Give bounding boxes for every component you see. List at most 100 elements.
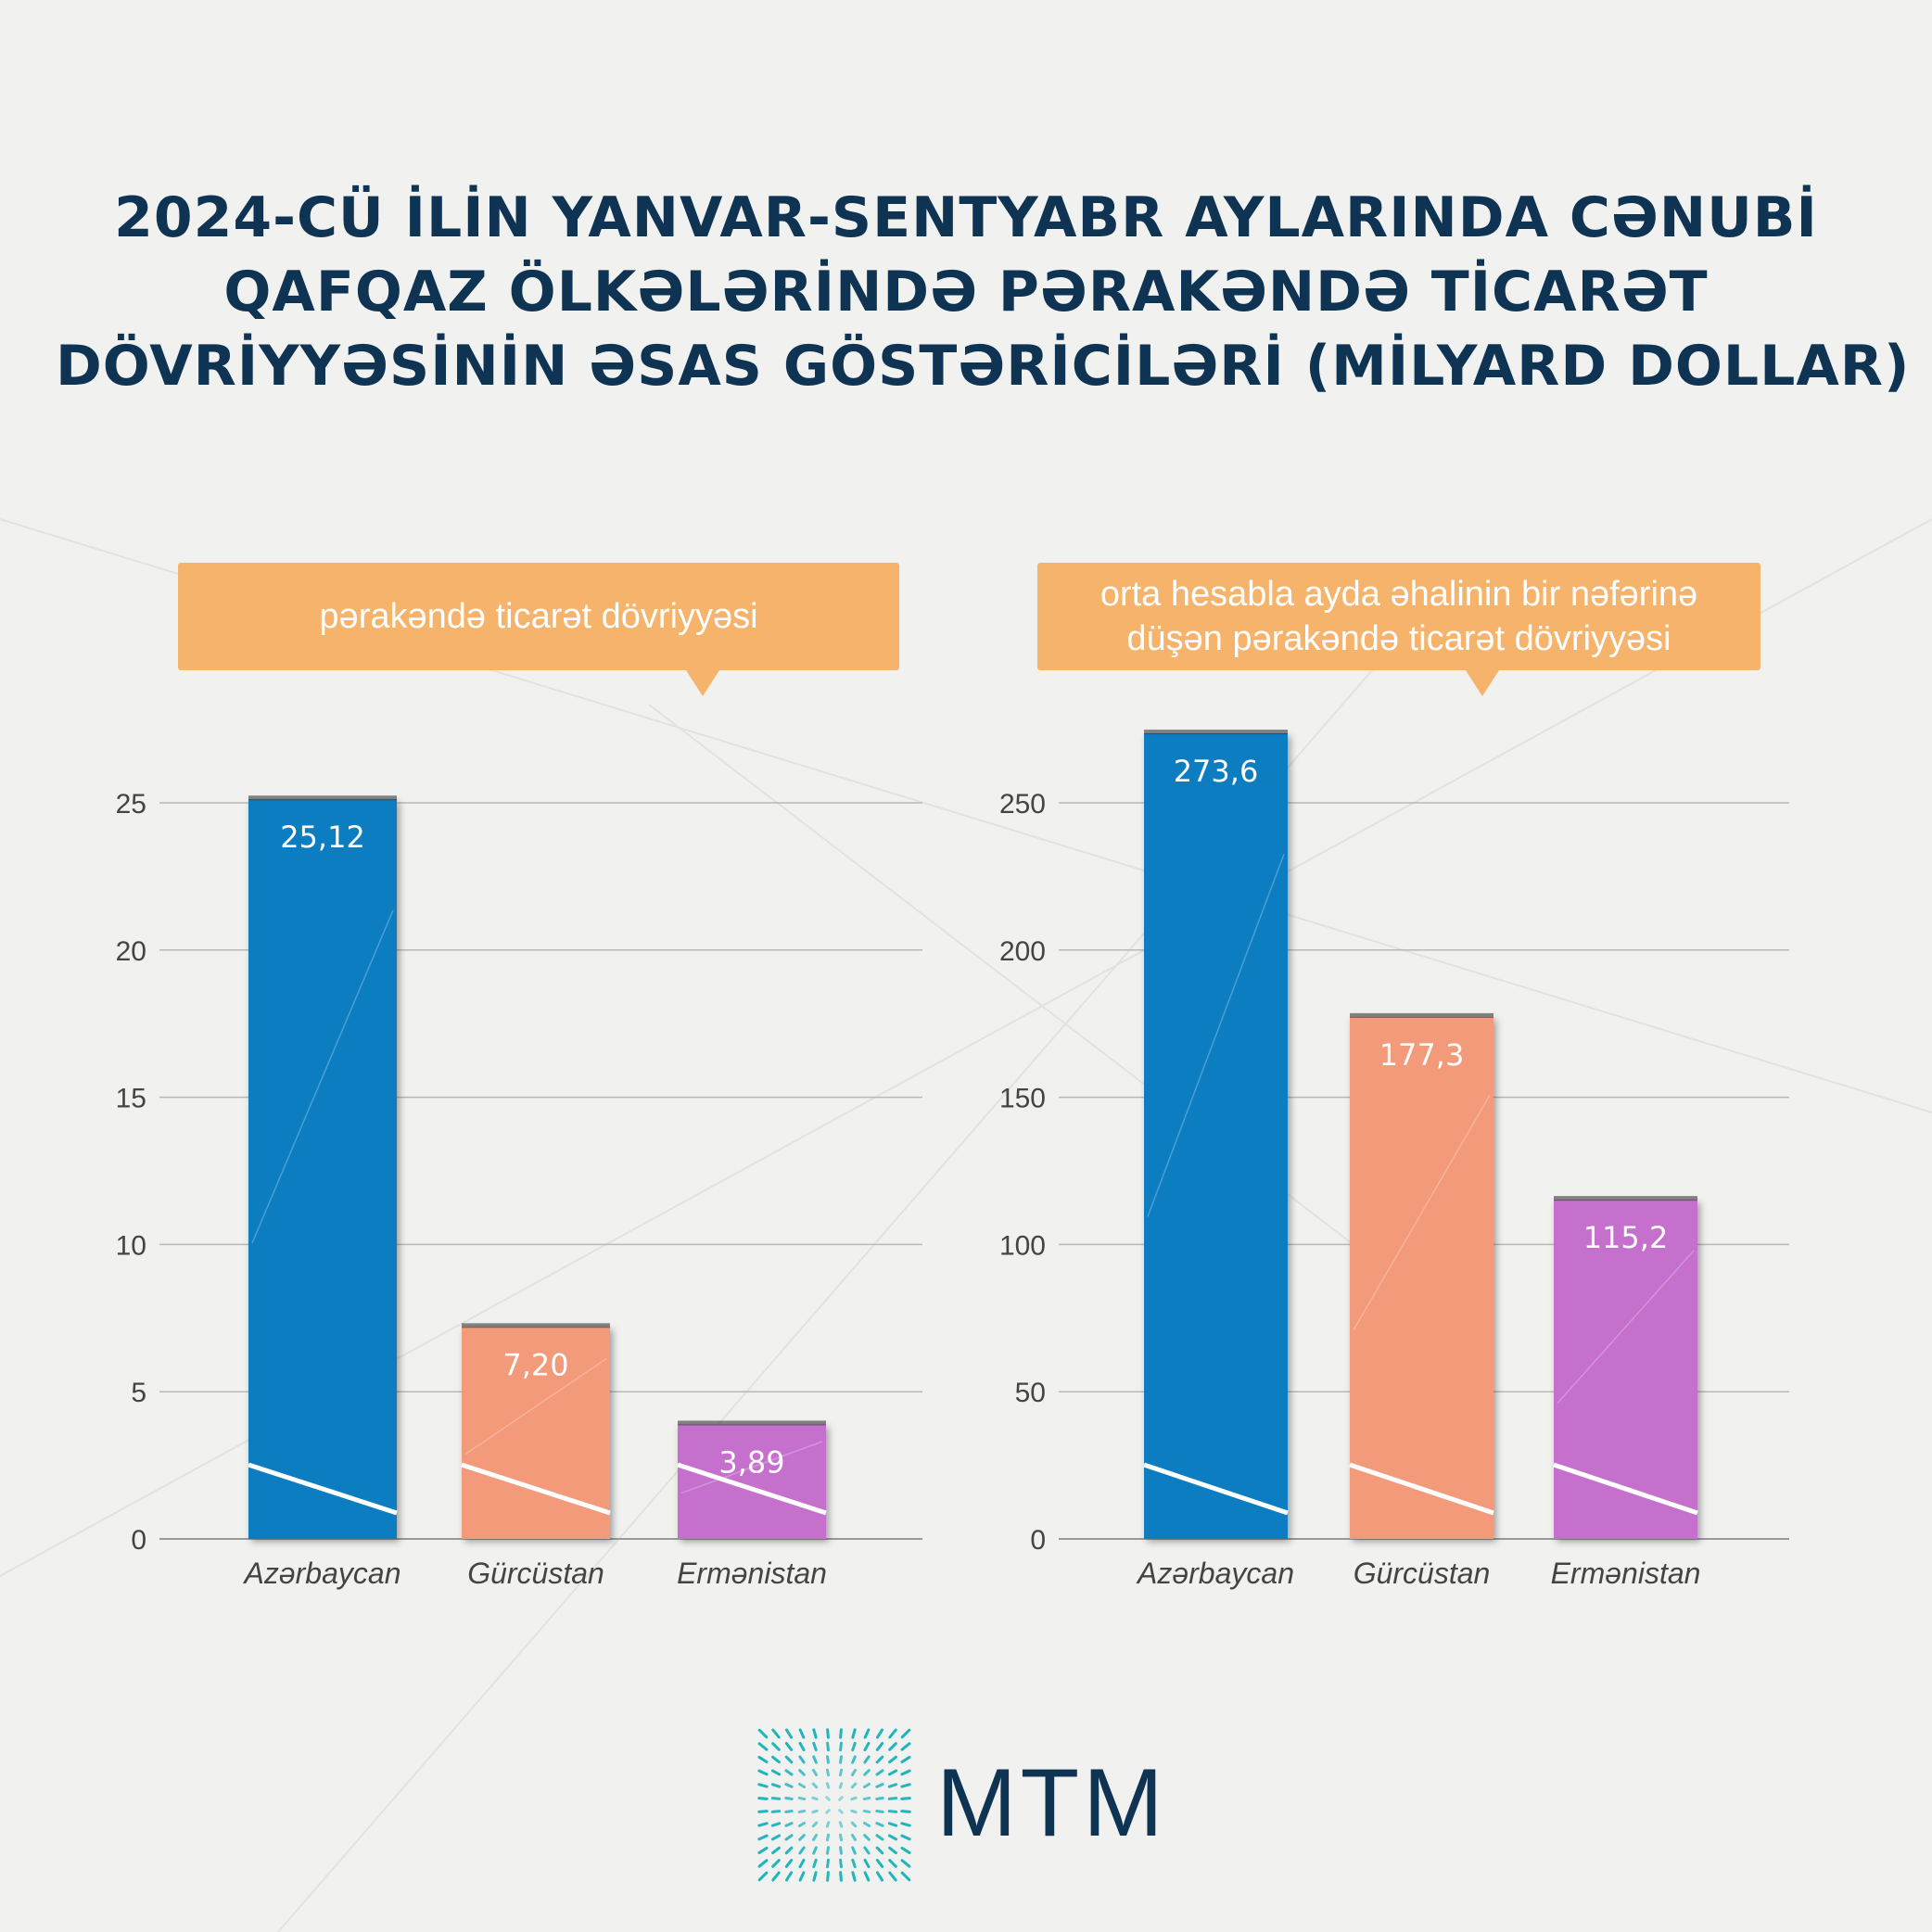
logo-dot [888,1755,897,1764]
logo-dot [863,1755,871,1764]
logo-dot [784,1769,794,1776]
logo-dot [888,1871,897,1882]
logo-dot [875,1846,884,1855]
bar-cap [1350,1012,1493,1018]
logo-dot [838,1782,844,1789]
logo-dot [797,1796,807,1801]
logo-dot [811,1782,819,1789]
logo-dot [862,1782,871,1789]
logo-dot [839,1741,843,1752]
logo-dot [812,1728,818,1739]
bar [1350,1016,1493,1539]
logo-dot [900,1728,911,1739]
bar-group: 25,12 [248,795,398,1539]
logo-dot [826,1846,830,1855]
logo-dot [825,1821,831,1828]
logo-dot [771,1846,781,1855]
logo-dot [887,1822,898,1827]
logo-dot [798,1834,806,1841]
bar-cap [462,1323,610,1328]
logo-dot [784,1859,794,1868]
logo-dot [757,1822,769,1827]
logo-dot [851,1741,857,1752]
bar-sheen [464,1358,607,1455]
logo-dot [784,1846,794,1855]
logo-dot [825,1796,831,1801]
bar-group: 3,89 [677,1420,827,1539]
logo-dot [771,1742,781,1751]
bar-value-label: 273,6 [1174,754,1259,789]
logo-dot [798,1755,806,1764]
logo-dot [770,1810,782,1813]
logo-dot [798,1846,806,1855]
logo-dot [875,1810,884,1813]
logo-dot [863,1858,871,1869]
logo-dot [851,1728,857,1739]
logo-dot [875,1728,884,1739]
x-category-label: Ermənistan [1551,1557,1701,1590]
logo-dot [875,1742,884,1751]
logo-dot [863,1834,871,1841]
y-tick-label: 250 [999,789,1046,820]
right-chart-label-line-2: düşən pərakəndə ticarət dövriyyəsi [1126,619,1671,658]
y-tick-label: 150 [999,1084,1046,1114]
logo-dot [900,1834,911,1841]
logo-dot [826,1871,830,1882]
bar-value-label: 7,20 [502,1347,568,1382]
logo-dot [875,1871,884,1882]
logo-dot [757,1769,769,1776]
logo-dot [888,1859,897,1868]
bubble-tail [686,670,719,696]
logo-dot [851,1755,857,1764]
logo-dot [784,1755,794,1764]
bar-group: 273,6 [1143,730,1289,1539]
logo-dot [875,1769,884,1776]
logo-dot [851,1871,857,1882]
logo-dot [812,1858,818,1869]
y-tick-label: 10 [116,1230,146,1261]
bar-cap [1144,730,1288,735]
logo-dot [771,1755,781,1764]
y-tick-label: 20 [116,936,146,967]
logo-dot [900,1822,911,1827]
logo-dot [784,1834,794,1841]
logo-dot [900,1742,911,1751]
bar-highlight-line [1553,1462,1698,1516]
logo-dot [825,1768,831,1777]
logo-dot [862,1796,871,1801]
logo-dot [811,1821,819,1828]
logo-dot [784,1822,794,1827]
logo-dot [850,1796,858,1801]
logo-dot [875,1859,884,1868]
logo-dot [875,1783,884,1788]
logo-dot [812,1755,818,1764]
logo-dot [757,1834,769,1841]
bar-cap [1554,1196,1697,1201]
bar-cap [248,795,397,801]
title-line-2: QAFQAZ ÖLKƏLƏRİNDƏ PƏRAKƏNDƏ TİCARƏT [223,260,1709,324]
logo-dot [862,1821,871,1828]
logo-dot [798,1858,806,1869]
logo-dot [875,1755,884,1764]
bar [678,1424,826,1539]
bar-sheen [251,909,394,1244]
logo-dot [875,1822,884,1827]
left-chart-label: pərakəndə ticarət dövriyyəsi [319,597,758,636]
bar-value-label: 115,2 [1583,1220,1669,1255]
bar-sheen [680,1441,823,1494]
y-tick-label: 50 [1015,1378,1046,1408]
logo-dot [900,1810,911,1813]
logo-dot [900,1846,911,1855]
logo-dot [770,1769,782,1776]
right-chart-label-line-1: orta hesabla ayda əhalinin bir nəfərinə [1099,575,1698,614]
logo-dot [887,1810,898,1813]
logo-dot [797,1782,807,1789]
logo-dot [757,1846,769,1855]
logo-dot [900,1871,911,1882]
logo-dot [798,1769,806,1776]
bar-sheen [1147,854,1285,1217]
logo-dot [851,1846,857,1855]
logo-dot [863,1728,871,1739]
logo-dot [770,1834,782,1841]
bar-group: 177,3 [1349,1012,1494,1539]
